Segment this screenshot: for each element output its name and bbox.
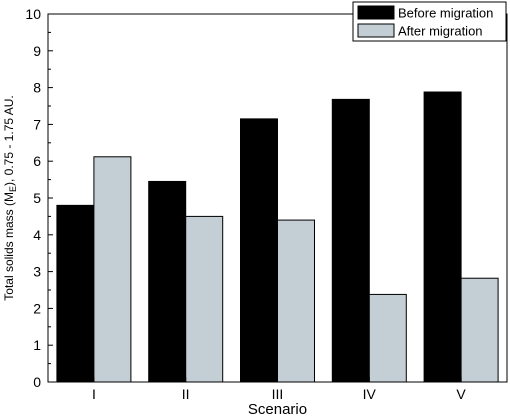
bar-III-after — [277, 219, 315, 383]
y-tick-label-3: 3 — [33, 264, 41, 280]
x-tick-label-V: V — [456, 386, 466, 402]
y-tick-label-2: 2 — [33, 300, 41, 316]
legend-label-after: After migration — [398, 24, 483, 39]
y-tick-label-4: 4 — [33, 227, 41, 243]
bar-III-before — [240, 118, 278, 383]
y-axis-title-rest: ), 0.75 - 1.75 AU. — [2, 95, 16, 186]
bar-I-after — [93, 156, 132, 383]
y-tick-label-1: 1 — [33, 337, 41, 353]
x-tick-label-II: II — [182, 386, 190, 402]
bar-II-before — [148, 180, 187, 383]
y-axis-title: Total solids mass (ME), 0.75 - 1.75 AU. — [2, 95, 18, 300]
bar-IV-after — [368, 293, 407, 383]
x-tick-label-I: I — [92, 386, 96, 402]
y-tick-label-10: 10 — [25, 6, 41, 22]
bar-V-before — [423, 91, 462, 383]
y-tick-label-8: 8 — [33, 80, 41, 96]
y-tick-label-9: 9 — [33, 43, 41, 59]
y-axis: 0 1 2 3 4 5 6 7 8 9 10 — [25, 6, 53, 390]
bar-II-after — [185, 215, 224, 383]
bar-I-before — [56, 204, 95, 383]
bar-IV-before — [331, 98, 370, 383]
y-tick-label-0: 0 — [33, 374, 41, 390]
legend: Before migration After migration — [352, 1, 507, 42]
x-tick-label-III: III — [272, 386, 284, 402]
bar-V-after — [460, 277, 499, 383]
bars-group — [56, 91, 499, 383]
x-axis-title: Scenario — [248, 401, 307, 418]
y-tick-label-6: 6 — [33, 153, 41, 169]
legend-label-before: Before migration — [398, 6, 493, 21]
y-tick-label-7: 7 — [33, 116, 41, 132]
y-axis-title-subscript: E — [8, 186, 18, 192]
x-tick-label-IV: IV — [363, 386, 377, 402]
legend-swatch-before — [357, 5, 395, 20]
legend-swatch-after — [357, 23, 395, 38]
y-axis-title-main: Total solids mass (M — [2, 192, 16, 301]
x-axis: I II III IV V — [92, 377, 466, 402]
y-tick-label-5: 5 — [33, 190, 41, 206]
